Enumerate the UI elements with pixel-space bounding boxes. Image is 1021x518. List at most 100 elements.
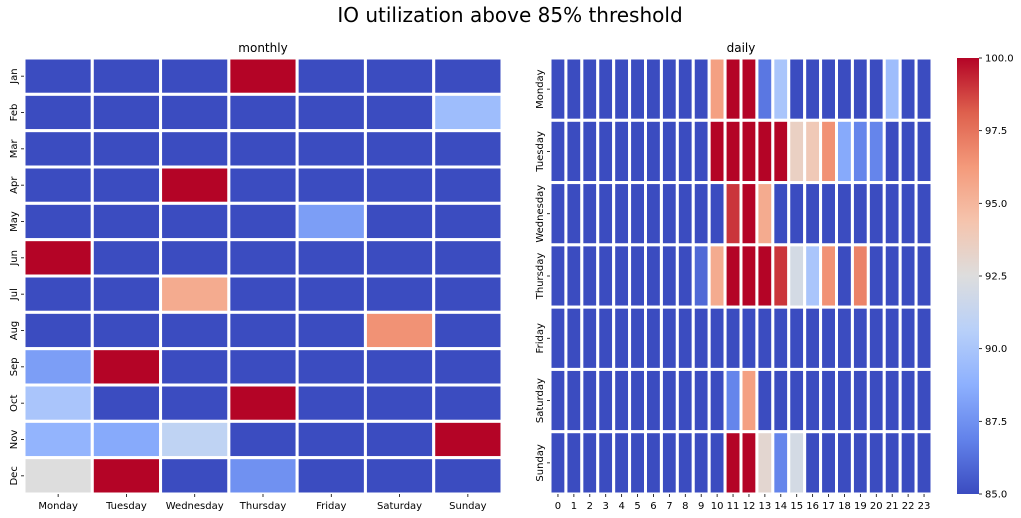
heatmap-cell: [739, 181, 759, 247]
heatmap-cell: [866, 367, 886, 434]
heatmap-cell: [596, 305, 616, 371]
heatmap-cell: [564, 305, 584, 371]
heatmap-cell: [835, 56, 854, 122]
x-tick-label: 7: [666, 501, 672, 512]
heatmap-cell: [159, 456, 231, 496]
heatmap-cell: [159, 238, 231, 278]
heatmap-cell: [548, 181, 568, 247]
heatmap-cell: [739, 56, 759, 122]
heatmap-cell: [295, 347, 367, 387]
heatmap-cell: [22, 129, 94, 169]
heatmap-cell: [432, 92, 504, 133]
heatmap-cell: [835, 181, 854, 247]
monthly-heatmap: monthly Monday Tuesday Wednesday Thursday Fri…: [9, 41, 504, 512]
heatmap-cell: [22, 92, 94, 133]
heatmap-cell: [363, 419, 436, 460]
heatmap-cell: [723, 430, 743, 496]
x-tick-label: 20: [870, 501, 883, 512]
heatmap-cell: [564, 367, 584, 434]
y-tick-label: Nov: [9, 430, 20, 450]
heatmap-cell: [644, 56, 663, 122]
heatmap-cell: [898, 56, 918, 122]
heatmap-cell: [90, 419, 163, 460]
heatmap-cell: [707, 181, 727, 247]
heatmap-cell: [898, 367, 918, 434]
heatmap-cell: [803, 430, 823, 496]
heatmap-cell: [159, 201, 231, 242]
x-tick-label: 19: [854, 501, 867, 512]
heatmap-cell: [22, 456, 94, 496]
heatmap-cell: [659, 56, 679, 122]
heatmap-cell: [707, 367, 727, 434]
y-tick-label: Friday: [535, 323, 546, 353]
heatmap-cell: [295, 92, 367, 133]
heatmap-cell: [707, 305, 727, 371]
heatmap-cell: [898, 305, 918, 371]
heatmap-cell: [159, 92, 231, 133]
heatmap-cell: [548, 367, 568, 434]
heatmap-cell: [755, 181, 775, 247]
heatmap-cell: [675, 430, 695, 496]
heatmap-cell: [723, 118, 743, 185]
heatmap-cell: [914, 118, 934, 185]
heatmap-cell: [363, 238, 436, 278]
heatmap-cell: [914, 430, 934, 496]
heatmap-cell: [739, 305, 759, 371]
heatmap-cell: [787, 118, 807, 185]
heatmap-cell: [90, 274, 163, 314]
heatmap-cell: [866, 181, 886, 247]
heatmap-cell: [612, 305, 632, 371]
x-tick-label: 0: [555, 501, 561, 512]
y-tick-label: Oct: [9, 394, 20, 411]
heatmap-cell: [755, 243, 775, 309]
heatmap-cell: [227, 383, 299, 423]
heatmap-cell: [548, 430, 568, 496]
heatmap-cell: [90, 238, 163, 278]
heatmap-cell: [564, 118, 584, 185]
heatmap-cell: [659, 181, 679, 247]
heatmap-cell: [803, 367, 823, 434]
heatmap-cell: [691, 430, 711, 496]
x-tick-label: 17: [822, 501, 835, 512]
heatmap-cell: [628, 367, 647, 434]
heatmap-cell: [432, 419, 504, 460]
heatmap-cell: [22, 347, 94, 387]
heatmap-cell: [363, 383, 436, 423]
heatmap-cell: [432, 383, 504, 423]
heatmap-cell: [675, 305, 695, 371]
heatmap-cell: [612, 56, 632, 122]
x-tick-label: 15: [790, 501, 803, 512]
heatmap-cell: [691, 118, 711, 185]
heatmap-cell: [22, 56, 94, 96]
heatmap-cell: [850, 56, 870, 122]
y-tick-label: Tuesday: [535, 131, 546, 173]
heatmap-cell: [159, 383, 231, 423]
heatmap-cell: [227, 456, 299, 496]
colorbar-gradient: [957, 58, 979, 494]
colorbar-tick-label: 95.0: [985, 199, 1007, 210]
heatmap-cell: [90, 56, 163, 96]
heatmap-cell: [596, 56, 616, 122]
heatmap-cell: [363, 310, 436, 351]
heatmap-cell: [835, 118, 854, 185]
heatmap-cell: [363, 274, 436, 314]
y-tick-label: Mar: [9, 139, 20, 159]
heatmap-cell: [22, 383, 94, 423]
heatmap-cell: [90, 456, 163, 496]
subplot-title: monthly: [238, 41, 287, 55]
heatmap-cell: [882, 118, 902, 185]
colorbar: 85.0 87.5 90.0 92.5 95.0 97.5 100.0: [957, 54, 1014, 501]
heatmap-cell: [227, 347, 299, 387]
colorbar-tick-label: 87.5: [985, 417, 1007, 428]
heatmap-cell: [596, 430, 616, 496]
heatmap-cell: [771, 430, 791, 496]
x-tick-label: 2: [587, 501, 593, 512]
y-tick-label: Sunday: [535, 444, 546, 481]
heatmap-cell: [898, 181, 918, 247]
heatmap-cell: [659, 243, 679, 309]
x-tick-label: Thursday: [239, 501, 287, 512]
heatmap-cell: [835, 430, 854, 496]
heatmap-cell: [580, 56, 600, 122]
heatmap-cell: [159, 419, 231, 460]
